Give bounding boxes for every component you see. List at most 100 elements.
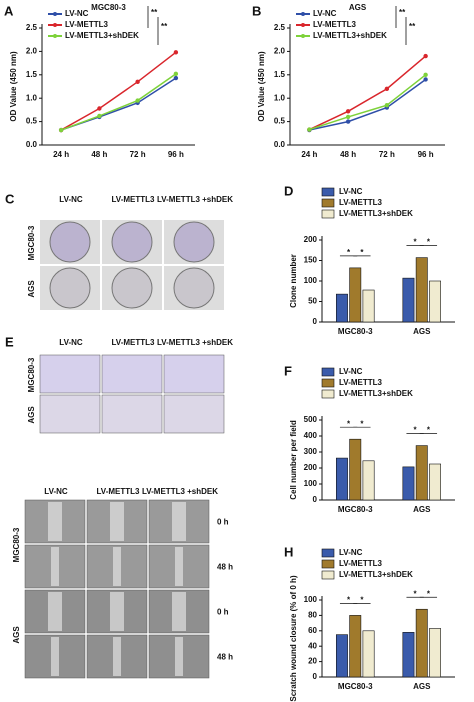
dish-photo bbox=[49, 267, 91, 309]
chart-title: MGC80-3 bbox=[91, 3, 126, 12]
bar bbox=[402, 632, 415, 678]
row-label: MGC80-3 bbox=[27, 357, 36, 392]
legend-label: LV-METTL3 bbox=[339, 198, 383, 207]
legend-swatch bbox=[321, 198, 335, 208]
y-axis-label: OD Value (450 nm) bbox=[257, 51, 266, 122]
sig-label: * bbox=[347, 419, 351, 428]
legend-label: LV-NC bbox=[339, 187, 363, 196]
sig-label: ** bbox=[161, 22, 168, 31]
bar bbox=[335, 293, 348, 323]
legend-label: LV-METTL3 bbox=[339, 378, 383, 387]
photo bbox=[101, 354, 163, 394]
panel-letter: C bbox=[5, 191, 15, 206]
bar bbox=[349, 615, 362, 678]
y-axis-label: Clone number bbox=[289, 254, 298, 308]
series-line bbox=[309, 55, 427, 131]
bar bbox=[362, 460, 375, 501]
x-tick-label: 72 h bbox=[130, 150, 146, 159]
bar bbox=[402, 466, 415, 501]
y-tick-label: 0 bbox=[313, 317, 318, 326]
photo bbox=[163, 354, 225, 394]
legend-swatch bbox=[321, 548, 335, 558]
bar bbox=[429, 628, 441, 678]
row-label: AGS bbox=[12, 626, 21, 644]
row-label: AGS bbox=[27, 406, 36, 424]
y-tick-label: 300 bbox=[304, 447, 318, 456]
bar bbox=[362, 289, 375, 323]
y-tick-label: 2.5 bbox=[274, 23, 286, 32]
y-tick-label: 1.0 bbox=[26, 93, 38, 102]
y-tick-label: 100 bbox=[304, 479, 318, 488]
x-tick-label: AGS bbox=[413, 682, 431, 691]
bar bbox=[429, 463, 441, 501]
column-label: LV-METTL3 +shDEK bbox=[142, 487, 218, 496]
x-tick-label: 48 h bbox=[340, 150, 356, 159]
column-label: LV-NC bbox=[59, 338, 83, 347]
y-tick-label: 0 bbox=[313, 495, 318, 504]
point bbox=[423, 72, 428, 78]
bar bbox=[429, 280, 441, 323]
photo bbox=[163, 394, 225, 434]
bar bbox=[335, 634, 348, 678]
photo bbox=[39, 394, 101, 434]
chart-title: AGS bbox=[349, 3, 367, 12]
x-tick-label: MGC80-3 bbox=[338, 327, 373, 336]
legend-label: LV-METTL3+shDEK bbox=[339, 389, 413, 398]
sig-label: * bbox=[427, 589, 431, 598]
legend-marker bbox=[301, 12, 305, 16]
column-label: LV-METTL3 +shDEK bbox=[157, 338, 233, 347]
point bbox=[384, 103, 390, 108]
y-tick-label: 0.0 bbox=[26, 140, 38, 149]
point bbox=[345, 114, 351, 120]
y-tick-label: 100 bbox=[304, 595, 318, 604]
bar bbox=[415, 445, 428, 501]
y-tick-label: 200 bbox=[304, 235, 318, 244]
row-label: AGS bbox=[27, 280, 36, 298]
time-label: 0 h bbox=[217, 518, 229, 527]
y-axis-label: OD Value (450 nm) bbox=[9, 51, 18, 122]
column-label: LV-NC bbox=[59, 195, 83, 204]
y-tick-label: 1.5 bbox=[26, 70, 38, 79]
legend-marker bbox=[53, 23, 57, 27]
point bbox=[345, 109, 351, 114]
bar bbox=[349, 438, 362, 501]
photo bbox=[39, 354, 101, 394]
row-label: MGC80-3 bbox=[12, 527, 21, 562]
legend-marker bbox=[53, 12, 57, 16]
column-label: LV-NC bbox=[44, 487, 68, 496]
point bbox=[423, 53, 428, 59]
y-tick-label: 0.5 bbox=[274, 117, 286, 126]
point bbox=[97, 106, 102, 111]
series-line bbox=[309, 78, 427, 131]
y-tick-label: 80 bbox=[308, 611, 317, 620]
column-label: LV-METTL3 bbox=[97, 487, 141, 496]
legend-marker bbox=[301, 34, 305, 38]
panel-letter: H bbox=[284, 544, 293, 559]
panel-letter: E bbox=[5, 334, 14, 349]
x-tick-label: MGC80-3 bbox=[338, 682, 373, 691]
point bbox=[135, 79, 140, 85]
photo bbox=[101, 394, 163, 434]
time-label: 0 h bbox=[217, 608, 229, 617]
legend-marker bbox=[53, 34, 57, 38]
x-tick-label: 24 h bbox=[53, 150, 69, 159]
y-tick-label: 40 bbox=[308, 641, 317, 650]
sig-label: * bbox=[347, 596, 351, 605]
dish-photo bbox=[49, 221, 91, 263]
bar bbox=[415, 257, 428, 323]
sig-label: * bbox=[414, 238, 418, 247]
y-tick-label: 20 bbox=[308, 657, 317, 666]
point bbox=[173, 75, 179, 81]
legend-swatch bbox=[321, 367, 335, 377]
column-label: LV-METTL3 +shDEK bbox=[157, 195, 233, 204]
y-tick-label: 1.5 bbox=[274, 70, 286, 79]
sig-label: ** bbox=[151, 8, 158, 17]
time-label: 48 h bbox=[217, 563, 233, 572]
legend-label: LV-NC bbox=[339, 548, 363, 557]
row-label: MGC80-3 bbox=[27, 225, 36, 260]
sig-label: * bbox=[360, 248, 364, 257]
y-tick-label: 2.5 bbox=[26, 23, 38, 32]
point bbox=[173, 71, 179, 77]
legend-label: LV-METTL3 bbox=[65, 20, 109, 29]
y-tick-label: 500 bbox=[304, 415, 318, 424]
